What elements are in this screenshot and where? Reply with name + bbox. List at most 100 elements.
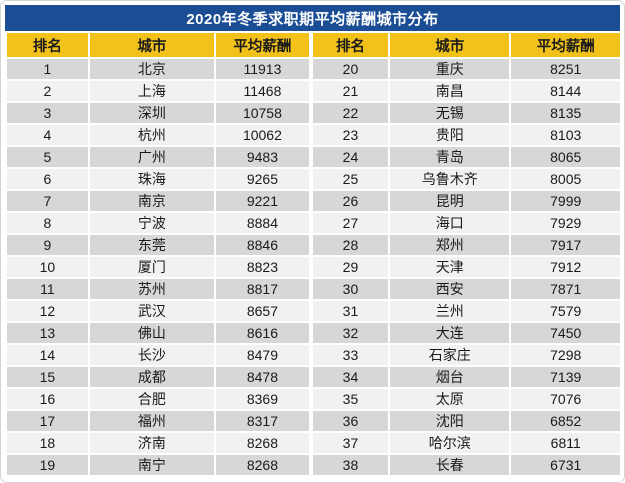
salary-cell: 10062 (216, 125, 309, 145)
city-cell: 宁波 (89, 213, 214, 233)
salary-cell: 9265 (216, 169, 309, 189)
rank-cell: 13 (7, 323, 88, 343)
table-row: 16 合肥 8369 35 太原 7076 (7, 389, 620, 409)
header-rank-right: 排名 (310, 33, 389, 57)
rank-cell: 36 (310, 411, 389, 431)
city-cell: 贵阳 (390, 125, 510, 145)
rank-cell: 2 (7, 81, 88, 101)
city-cell: 兰州 (390, 301, 510, 321)
city-cell: 厦门 (89, 257, 214, 277)
city-cell: 无锡 (390, 103, 510, 123)
city-cell: 佛山 (89, 323, 214, 343)
table-row: 4 杭州 10062 23 贵阳 8103 (7, 125, 620, 145)
salary-cell: 9483 (216, 147, 309, 167)
table-row: 10 厦门 8823 29 天津 7912 (7, 257, 620, 277)
city-cell: 大连 (390, 323, 510, 343)
salary-cell: 8479 (216, 345, 309, 365)
header-salary-right: 平均薪酬 (511, 33, 620, 57)
salary-cell: 8103 (511, 125, 620, 145)
salary-cell: 8144 (511, 81, 620, 101)
city-cell: 成都 (89, 367, 214, 387)
salary-cell: 11468 (216, 81, 309, 101)
salary-cell: 7579 (511, 301, 620, 321)
table-row: 15 成都 8478 34 烟台 7139 (7, 367, 620, 387)
city-cell: 上海 (89, 81, 214, 101)
city-cell: 南宁 (89, 455, 214, 475)
salary-cell: 8268 (216, 433, 309, 453)
salary-cell: 7999 (511, 191, 620, 211)
rank-cell: 4 (7, 125, 88, 145)
salary-cell: 8616 (216, 323, 309, 343)
salary-cell: 10758 (216, 103, 309, 123)
city-cell: 杭州 (89, 125, 214, 145)
city-cell: 深圳 (89, 103, 214, 123)
header-city-left: 城市 (89, 33, 214, 57)
salary-cell: 7298 (511, 345, 620, 365)
rank-cell: 27 (310, 213, 389, 233)
salary-cell: 8657 (216, 301, 309, 321)
rank-cell: 14 (7, 345, 88, 365)
city-cell: 郑州 (390, 235, 510, 255)
salary-cell: 7450 (511, 323, 620, 343)
city-cell: 珠海 (89, 169, 214, 189)
table-row: 7 南京 9221 26 昆明 7999 (7, 191, 620, 211)
table-row: 11 苏州 8817 30 西安 7871 (7, 279, 620, 299)
table-row: 5 广州 9483 24 青岛 8065 (7, 147, 620, 167)
city-cell: 长春 (390, 455, 510, 475)
table-row: 13 佛山 8616 32 大连 7450 (7, 323, 620, 343)
rank-cell: 26 (310, 191, 389, 211)
rank-cell: 8 (7, 213, 88, 233)
rank-cell: 35 (310, 389, 389, 409)
rank-cell: 6 (7, 169, 88, 189)
header-rank-left: 排名 (7, 33, 88, 57)
table-row: 14 长沙 8479 33 石家庄 7298 (7, 345, 620, 365)
rank-cell: 11 (7, 279, 88, 299)
rank-cell: 7 (7, 191, 88, 211)
table-row: 12 武汉 8657 31 兰州 7579 (7, 301, 620, 321)
city-cell: 济南 (89, 433, 214, 453)
salary-cell: 11913 (216, 59, 309, 79)
salary-table: 排名 城市 平均薪酬 排名 城市 平均薪酬 1 北京 11913 20 重庆 8251 2 上… (5, 31, 622, 477)
rank-cell: 34 (310, 367, 389, 387)
salary-cell: 8823 (216, 257, 309, 277)
table-row: 3 深圳 10758 22 无锡 8135 (7, 103, 620, 123)
rank-cell: 24 (310, 147, 389, 167)
rank-cell: 28 (310, 235, 389, 255)
city-cell: 乌鲁木齐 (390, 169, 510, 189)
city-cell: 石家庄 (390, 345, 510, 365)
salary-cell: 7912 (511, 257, 620, 277)
rank-cell: 23 (310, 125, 389, 145)
city-cell: 武汉 (89, 301, 214, 321)
salary-cell: 8065 (511, 147, 620, 167)
salary-cell: 6811 (511, 433, 620, 453)
rank-cell: 30 (310, 279, 389, 299)
city-cell: 太原 (390, 389, 510, 409)
city-cell: 海口 (390, 213, 510, 233)
rank-cell: 3 (7, 103, 88, 123)
table-row: 6 珠海 9265 25 乌鲁木齐 8005 (7, 169, 620, 189)
salary-cell: 7139 (511, 367, 620, 387)
salary-cell: 7929 (511, 213, 620, 233)
rank-cell: 15 (7, 367, 88, 387)
table-row: 17 福州 8317 36 沈阳 6852 (7, 411, 620, 431)
rank-cell: 33 (310, 345, 389, 365)
city-cell: 重庆 (390, 59, 510, 79)
city-cell: 合肥 (89, 389, 214, 409)
city-cell: 南昌 (390, 81, 510, 101)
salary-cell: 8846 (216, 235, 309, 255)
rank-cell: 12 (7, 301, 88, 321)
table-row: 9 东莞 8846 28 郑州 7917 (7, 235, 620, 255)
salary-cell: 8478 (216, 367, 309, 387)
rank-cell: 32 (310, 323, 389, 343)
rank-cell: 1 (7, 59, 88, 79)
salary-cell: 8884 (216, 213, 309, 233)
header-city-right: 城市 (390, 33, 510, 57)
city-cell: 广州 (89, 147, 214, 167)
salary-cell: 8251 (511, 59, 620, 79)
table-row: 2 上海 11468 21 南昌 8144 (7, 81, 620, 101)
city-cell: 哈尔滨 (390, 433, 510, 453)
city-cell: 烟台 (390, 367, 510, 387)
header-salary-left: 平均薪酬 (216, 33, 309, 57)
city-cell: 东莞 (89, 235, 214, 255)
